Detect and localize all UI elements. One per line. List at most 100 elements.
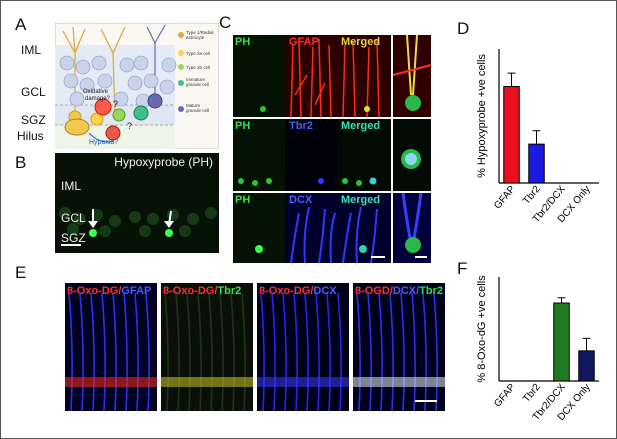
panel-c-row3-zoom: [393, 193, 431, 263]
process-line: [271, 292, 276, 411]
process-line: [282, 292, 287, 411]
y-axis-label: % 8-Oxo-dG +ve cells: [476, 275, 488, 383]
process-line: [112, 292, 117, 411]
x-tick-label: GFAP: [492, 382, 518, 410]
panel-e-label-part: Tbr2: [217, 285, 242, 297]
panel-c-row1-gfap-image: [290, 38, 332, 117]
x-tick-label: GFAP: [492, 184, 518, 212]
panel-e-label-part: /: [310, 285, 314, 297]
panel-e-label-part: Tbr2: [419, 285, 444, 297]
process-line: [123, 292, 128, 411]
panel-b-image: Hypoxyprobe (PH) IML GCL SGZ: [55, 153, 219, 253]
panel-c-row2-ph-image: [238, 178, 272, 186]
panel-e-label-part: DCX: [392, 285, 417, 297]
bar: [503, 86, 520, 184]
process-line: [293, 292, 298, 411]
process-line: [433, 292, 438, 411]
panel-c-row3-label-merged: Merged: [341, 194, 381, 206]
panel-c-row2-zoom: [393, 119, 431, 191]
svg-text:astrocyte: astrocyte: [186, 35, 205, 40]
panel-d-letter: D: [457, 19, 470, 38]
panel-c-row1-gfap: GFAP: [285, 35, 337, 117]
panel-e-micrograph: [161, 292, 253, 411]
y-axis-label: % Hypoxyprobe +ve cells: [476, 54, 488, 178]
panel-c-row2-label-tbr2: Tbr2: [289, 120, 313, 132]
panel-b-title: Hypoxyprobe (PH): [114, 155, 213, 169]
panel-b-letter: B: [15, 153, 27, 172]
panel-e-label-part: /: [416, 285, 420, 297]
panel-c-row3-ph: PH: [233, 193, 285, 263]
panel-c-row1-label-merged: Merged: [341, 36, 381, 48]
panel-e-tile: 8-Oxo-DG/Tbr2: [161, 283, 253, 411]
process-line: [315, 292, 320, 411]
process-line: [68, 292, 73, 411]
cell-band: [65, 377, 157, 387]
process-line: [219, 292, 224, 411]
cell-band: [353, 377, 445, 387]
svg-text:?: ?: [113, 99, 118, 109]
panel-a-layer-sgz: SGZ: [21, 113, 46, 127]
panel-b-micrograph: [55, 153, 219, 253]
panel-c-row2-merged: Merged: [337, 119, 391, 191]
panel-e-tile: 8-OGD/DCX/Tbr2: [353, 283, 445, 411]
svg-text:Mature: Mature: [186, 103, 201, 108]
panel-e-label: 8-Oxo-DG/GFAP: [67, 285, 151, 297]
panel-c-row1-label-gfap: GFAP: [289, 36, 319, 48]
panel-e-tile: 8-Oxo-DG/DCX: [257, 283, 349, 411]
panel-e-label-part: /: [214, 285, 218, 297]
panel-e-label-part: /: [118, 285, 122, 297]
panel-c-row1-zoom-image: [393, 35, 431, 111]
panel-c-row3-ph-image: [255, 245, 263, 253]
process-line: [230, 292, 235, 411]
panel-c-row3-dcx: DCX: [285, 193, 337, 263]
panel-e-label-part: GFAP: [121, 285, 152, 297]
svg-text:damage?: damage?: [85, 96, 111, 102]
panel-a-letter: A: [15, 15, 27, 34]
panel-c-row2-merged-image: [342, 177, 377, 186]
process-line: [400, 292, 405, 411]
panel-e-label-part: 8-Oxo-DG: [163, 285, 215, 297]
panel-c-row1-ph: PH: [233, 35, 285, 117]
process-line: [241, 292, 246, 411]
x-tick-label: Tbr2: [521, 184, 543, 207]
panel-c-row3-label-dcx: DCX: [289, 194, 313, 206]
svg-text:granule cell: granule cell: [186, 108, 209, 113]
panel-e-letter: E: [15, 263, 27, 282]
panel-c-row3-label-ph: PH: [235, 194, 251, 206]
process-line: [260, 292, 265, 411]
process-line: [411, 292, 416, 411]
panel-e-micrograph: [65, 292, 157, 411]
process-line: [175, 292, 180, 411]
process-line: [326, 292, 331, 411]
panel-c-row3-merged-image: [342, 206, 385, 263]
process-line: [337, 292, 342, 411]
cell-band: [257, 377, 349, 387]
panel-c-row3-dcx-image: [290, 206, 336, 263]
x-tick-label: Tbr2: [521, 382, 543, 405]
panel-c-row2-ph: PH: [233, 119, 285, 191]
panel-e-label-part: 8-Oxo-DG: [259, 285, 311, 297]
svg-text:Immature: Immature: [186, 77, 206, 82]
process-line: [145, 292, 150, 411]
panel-c-letter: C: [219, 13, 232, 32]
bar: [528, 143, 545, 184]
panel-a-layer-gcl: GCL: [21, 85, 46, 99]
process-line: [367, 292, 372, 411]
panel-c-row1-zoom: [393, 35, 431, 117]
panel-c-row1-merged-image: [342, 38, 380, 117]
panel-e-label-part: /: [389, 285, 393, 297]
panel-c-row3-zoom-image: [401, 193, 427, 258]
panel-e-label-part: 8-Oxo-DG: [67, 285, 119, 297]
process-line: [101, 292, 106, 411]
panel-a-layer-iml: IML: [21, 43, 42, 57]
panel-e-label-part: 8-OGD: [355, 285, 390, 297]
svg-text:Type 2b cell: Type 2b cell: [186, 65, 210, 70]
panel-e-tile: 8-Oxo-DG/GFAP: [65, 283, 157, 411]
panel-e-label: 8-Oxo-DG/DCX: [259, 285, 337, 297]
process-line: [186, 292, 191, 411]
process-line: [90, 292, 95, 411]
bar: [553, 302, 570, 382]
panel-b-layer-iml: IML: [61, 179, 82, 193]
